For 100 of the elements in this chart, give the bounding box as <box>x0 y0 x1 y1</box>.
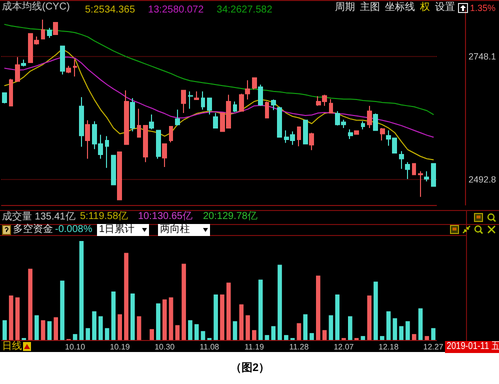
candlestick <box>2 92 7 104</box>
candlestick <box>431 162 436 188</box>
candlestick <box>9 78 13 106</box>
candlestick <box>418 170 423 198</box>
bar <box>86 328 90 340</box>
line-series <box>4 56 434 138</box>
candlestick <box>105 136 109 168</box>
candlestick <box>137 108 141 138</box>
text: 1.35% <box>470 2 496 14</box>
bar <box>72 334 78 340</box>
x-tick-label: 10.19 <box>110 342 130 352</box>
bar <box>214 294 218 340</box>
candlestick <box>271 99 276 111</box>
bar <box>386 311 391 340</box>
bar <box>284 335 288 340</box>
candlestick <box>181 90 186 114</box>
bar <box>182 264 186 340</box>
bar <box>360 336 366 340</box>
candlestick <box>41 19 45 40</box>
bar <box>335 294 340 340</box>
candlestick <box>117 152 122 200</box>
bar <box>194 324 199 340</box>
bar <box>418 308 423 340</box>
candlestick <box>130 98 135 132</box>
bar <box>124 252 128 340</box>
text: 13:2580.072 <box>148 4 204 16</box>
candlestick <box>265 100 269 118</box>
bar <box>118 314 122 340</box>
bar <box>226 282 231 340</box>
bar <box>104 328 110 340</box>
candlestick <box>213 112 218 128</box>
annotation: 权 <box>420 2 430 14</box>
bar <box>60 280 64 340</box>
bar <box>264 335 270 340</box>
text: 两向柱 <box>158 224 210 236</box>
candlestick <box>233 100 237 113</box>
candlestick <box>207 98 212 115</box>
bar <box>412 334 416 340</box>
candlestick <box>309 132 314 151</box>
bar <box>310 333 314 340</box>
bar <box>168 297 174 340</box>
candlestick <box>85 120 90 160</box>
candlestick <box>329 98 333 114</box>
bar <box>54 317 58 340</box>
bar <box>28 268 32 340</box>
text: 多空资金 <box>13 224 53 236</box>
candlestick <box>143 125 148 163</box>
bar <box>424 336 430 340</box>
bar <box>79 241 84 340</box>
candlestick <box>66 65 71 74</box>
candlestick <box>60 46 65 76</box>
annotation: 坐标线 <box>385 2 415 14</box>
bar <box>8 295 14 340</box>
x-tick-label: 12.27 <box>423 342 444 352</box>
x-tick-label: 11.19 <box>244 342 264 352</box>
candlestick <box>149 114 154 130</box>
candlestick <box>361 120 365 130</box>
bar <box>34 315 39 340</box>
candlestick <box>303 120 308 144</box>
bar <box>374 282 378 340</box>
candlestick <box>111 154 116 186</box>
text: 日线 <box>2 341 22 353</box>
text: 10:130.65亿 <box>138 211 192 223</box>
bar <box>150 329 154 340</box>
candlestick <box>380 127 385 141</box>
candlestick <box>252 77 257 90</box>
bar <box>232 321 238 340</box>
bar <box>380 336 384 340</box>
bar <box>322 330 327 340</box>
bar <box>15 297 20 340</box>
bar <box>399 326 404 340</box>
candlestick <box>124 90 129 145</box>
candlestick <box>277 106 282 138</box>
chart-title: 成交量 135.41亿 <box>2 210 76 222</box>
text: （图2） <box>230 362 270 374</box>
bar <box>246 315 250 340</box>
bar <box>136 316 142 340</box>
bar <box>2 320 7 340</box>
text: 20:129.78亿 <box>203 211 258 223</box>
candlestick <box>194 90 199 100</box>
text: 34:2627.582 <box>216 4 273 16</box>
x-tick-label: 12.18 <box>378 342 400 352</box>
text: -0.008% <box>55 224 92 236</box>
bar <box>278 264 282 340</box>
bar <box>200 331 206 340</box>
bar <box>47 321 52 340</box>
candlestick <box>348 128 353 140</box>
candlestick <box>156 130 161 160</box>
bar <box>431 328 436 340</box>
text: 5:2534.365 <box>85 4 136 16</box>
bar <box>92 311 96 340</box>
bar <box>258 280 263 340</box>
candlestick <box>201 90 205 110</box>
candlestick <box>21 59 26 67</box>
bar <box>40 320 46 340</box>
y-tick-label: 2492.8 <box>468 174 496 185</box>
line-series <box>4 48 434 160</box>
candlestick <box>188 90 193 110</box>
candlestick <box>169 126 173 143</box>
candlestick <box>53 22 58 36</box>
